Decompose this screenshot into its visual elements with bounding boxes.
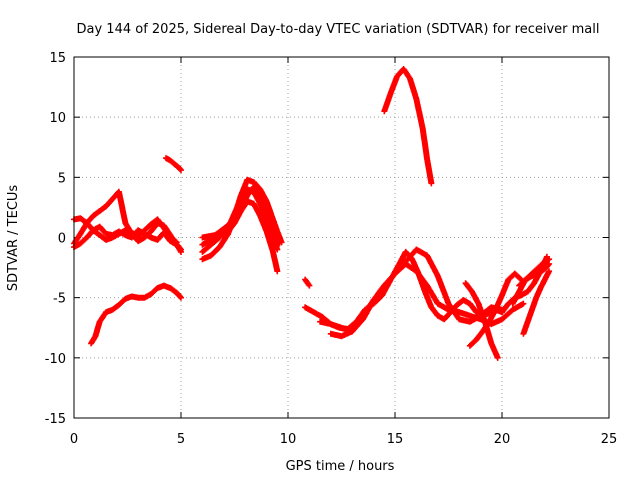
- y-tick-label: -10: [45, 352, 66, 367]
- grid: [74, 57, 609, 418]
- series-track-p: [462, 280, 501, 361]
- series-track-e: [163, 155, 184, 174]
- x-tick-label: 0: [70, 432, 78, 447]
- x-axis-label: GPS time / hours: [286, 459, 395, 474]
- data-point-markers: [466, 270, 525, 349]
- series-track-l: [317, 261, 527, 335]
- series-track-d: [88, 282, 184, 347]
- data-points: [71, 66, 553, 361]
- data-point-markers: [317, 261, 527, 335]
- data-point-markers: [516, 260, 553, 289]
- y-axis-label: SDTVAR / TECUs: [6, 185, 21, 292]
- data-point-markers: [462, 280, 501, 361]
- series-track-j: [302, 276, 313, 289]
- data-point-markers: [302, 276, 313, 289]
- series-track-s: [520, 268, 553, 337]
- y-tick-label: 15: [49, 51, 66, 66]
- x-tick-label: 15: [387, 432, 404, 447]
- y-tick-label: -15: [45, 412, 66, 427]
- y-tick-label: 10: [49, 111, 66, 126]
- axis-ticks: 0 5 10 15 20 25 15 10 5 0 -5 -10 -15: [45, 51, 618, 447]
- data-point-markers: [88, 282, 184, 347]
- y-tick-label: 5: [58, 171, 66, 186]
- chart-title: Day 144 of 2025, Sidereal Day-to-day VTE…: [77, 22, 600, 37]
- x-tick-label: 20: [494, 432, 511, 447]
- data-point-markers: [199, 184, 283, 247]
- x-tick-label: 25: [601, 432, 618, 447]
- series-track-i: [199, 184, 283, 247]
- series-track-n: [381, 66, 435, 187]
- data-point-markers: [163, 155, 184, 174]
- y-tick-label: 0: [58, 232, 66, 247]
- y-tick-label: -5: [53, 292, 66, 307]
- data-point-markers: [381, 66, 435, 187]
- series-track-t: [516, 260, 553, 289]
- data-point-markers: [327, 246, 505, 340]
- series-track-m: [327, 246, 505, 340]
- x-tick-label: 10: [280, 432, 297, 447]
- plot-frame: [73, 56, 610, 419]
- series-track-o: [466, 270, 525, 349]
- data-point-markers: [520, 268, 553, 337]
- x-tick-label: 5: [177, 432, 185, 447]
